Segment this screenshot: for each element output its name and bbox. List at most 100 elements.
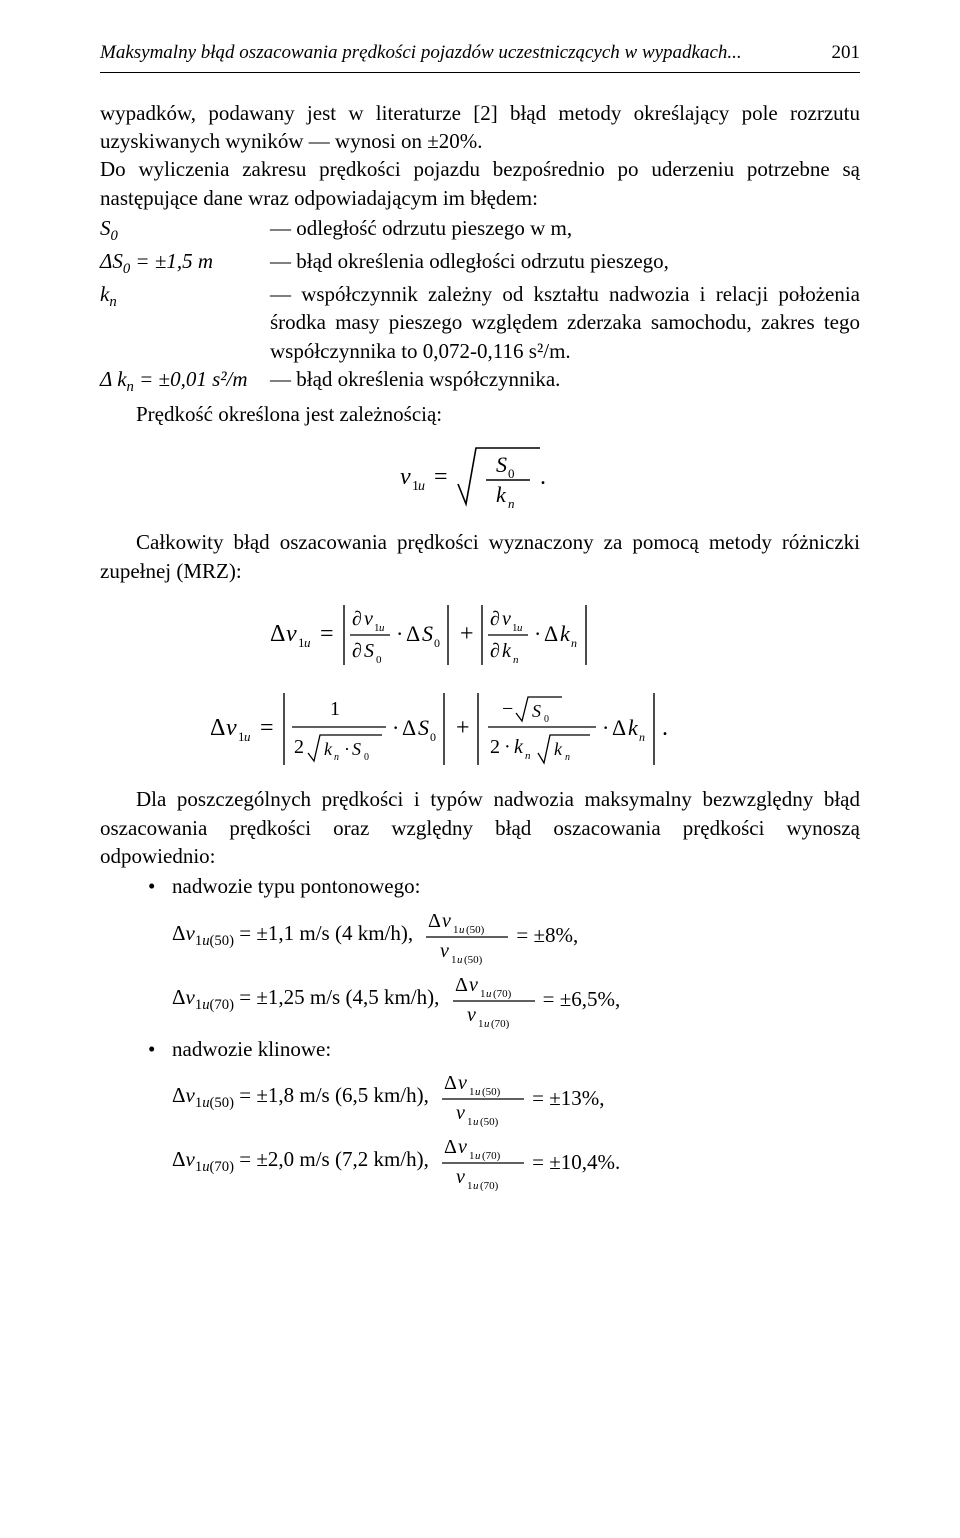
svg-text:v: v <box>456 1102 465 1124</box>
bullet-list: nadwozie typu pontonowego: <box>100 872 860 900</box>
svg-text:S: S <box>496 452 507 477</box>
svg-text:u: u <box>486 988 492 1000</box>
svg-text:v: v <box>458 1136 467 1158</box>
svg-text:u: u <box>475 1150 481 1162</box>
definition-symbol: S0 <box>100 214 270 247</box>
svg-text:1: 1 <box>451 954 457 965</box>
svg-text:n: n <box>639 730 645 744</box>
svg-text:1: 1 <box>478 1018 484 1029</box>
svg-text:u: u <box>244 729 251 744</box>
svg-text:(50): (50) <box>464 954 483 965</box>
svg-text:S: S <box>364 640 374 662</box>
svg-text:·: · <box>504 736 511 758</box>
svg-text:v: v <box>502 608 511 630</box>
result-fraction: Δ v 1 u (70) v 1 u (70) <box>445 971 543 1029</box>
svg-text:S: S <box>532 701 541 721</box>
svg-text:∂: ∂ <box>490 608 500 630</box>
svg-text:k: k <box>554 739 563 759</box>
result-lhs: Δv1u(50) = ±1,1 m/s (4 km/h), <box>172 919 418 952</box>
svg-text:2: 2 <box>294 736 304 758</box>
svg-text:1: 1 <box>469 1086 475 1098</box>
definition-row: S0— odległość odrzutu pieszego w m, <box>100 214 860 247</box>
definition-symbol: Δ kn = ±0,01 s²/m <box>100 365 270 398</box>
running-head: Maksymalny błąd oszacowania prędkości po… <box>100 40 860 66</box>
svg-text:Δ: Δ <box>210 715 225 741</box>
svg-text:v: v <box>467 1004 476 1026</box>
definition-row: Δ kn = ±0,01 s²/m— błąd określenia współ… <box>100 365 860 398</box>
svg-text:Δ: Δ <box>402 715 416 740</box>
result-lhs: Δv1u(50) = ±1,8 m/s (6,5 km/h), <box>172 1081 434 1114</box>
svg-text:Δ: Δ <box>444 1136 457 1158</box>
bullet-item: nadwozie typu pontonowego: <box>100 872 860 900</box>
svg-text:·: · <box>534 621 541 646</box>
svg-text:u: u <box>304 635 311 650</box>
svg-text:n: n <box>571 636 577 650</box>
svg-text:S: S <box>422 621 433 646</box>
svg-text:Δ: Δ <box>444 1072 457 1094</box>
svg-text:v: v <box>442 910 451 932</box>
svg-text:0: 0 <box>430 730 436 744</box>
paragraph-1: wypadków, podawany jest w literaturze [2… <box>100 99 860 156</box>
svg-text:v: v <box>226 715 237 741</box>
running-title: Maksymalny błąd oszacowania prędkości po… <box>100 40 742 66</box>
svg-text:u: u <box>475 1086 481 1098</box>
definition-row: ΔS0 = ±1,5 m— błąd określenia odległości… <box>100 247 860 280</box>
svg-text:Δ: Δ <box>428 910 441 932</box>
definition-description: — odległość odrzutu pieszego w m, <box>270 214 860 242</box>
svg-text:k: k <box>514 736 524 758</box>
svg-text:1: 1 <box>467 1180 473 1191</box>
svg-text:v: v <box>400 464 411 490</box>
svg-text:v: v <box>469 974 478 996</box>
svg-text:v: v <box>286 621 297 647</box>
paragraph-2-lead: Do wyliczenia zakresu prędkości pojazdu … <box>100 155 860 212</box>
svg-text:(70): (70) <box>493 988 512 1000</box>
svg-text:Δ: Δ <box>544 621 558 646</box>
svg-text:1: 1 <box>467 1116 473 1127</box>
svg-text:.: . <box>540 464 546 490</box>
result-fraction: Δ v 1 u (50) v 1 u (50) <box>434 1069 532 1127</box>
svg-text:1: 1 <box>480 988 486 1000</box>
definition-description: — błąd określenia odległości odrzutu pie… <box>270 247 860 275</box>
svg-text:v: v <box>364 608 373 630</box>
result-fraction: Δ v 1 u (50) v 1 u (50) <box>418 907 516 965</box>
definition-description: — współczynnik zależny od kształtu nadwo… <box>270 280 860 365</box>
svg-text:0: 0 <box>376 654 382 666</box>
svg-text:S: S <box>418 715 429 740</box>
svg-text:n: n <box>525 750 531 762</box>
svg-text:k: k <box>628 715 639 740</box>
head-rule <box>100 72 860 73</box>
svg-text:·: · <box>396 621 403 646</box>
svg-text:·: · <box>392 715 399 740</box>
svg-text:0: 0 <box>544 714 549 725</box>
svg-text:S: S <box>352 739 361 759</box>
svg-text:=: = <box>434 464 448 490</box>
definition-description: — błąd określenia współczynnika. <box>270 365 860 393</box>
svg-text:0: 0 <box>434 636 440 650</box>
page: Maksymalny błąd oszacowania prędkości po… <box>0 0 960 1538</box>
svg-text:(50): (50) <box>480 1116 499 1127</box>
result-fraction: Δ v 1 u (70) v 1 u (70) <box>434 1133 532 1191</box>
result-rhs: = ±6,5%, <box>543 985 621 1013</box>
result-rhs: = ±10,4%. <box>532 1148 620 1176</box>
svg-text:(50): (50) <box>466 924 485 936</box>
svg-text:2: 2 <box>490 736 500 758</box>
svg-text:n: n <box>334 752 339 763</box>
paragraph-4: Całkowity błąd oszacowania prędkości wyz… <box>100 528 860 585</box>
svg-text:1: 1 <box>453 924 459 936</box>
svg-text:−: − <box>502 698 513 720</box>
equation-1: v 1 u = S 0 k n . <box>100 438 860 518</box>
result-line: Δv1u(50) = ±1,1 m/s (4 km/h), Δ v 1 u (5… <box>100 907 860 965</box>
svg-text:∂: ∂ <box>352 640 362 662</box>
svg-text:(70): (70) <box>491 1018 510 1029</box>
definition-row: kn— współczynnik zależny od kształtu nad… <box>100 280 860 365</box>
svg-text:k: k <box>324 739 333 759</box>
svg-text:u: u <box>484 1018 490 1029</box>
result-lhs: Δv1u(70) = ±1,25 m/s (4,5 km/h), <box>172 983 445 1016</box>
svg-text:∂: ∂ <box>352 608 362 630</box>
result-rhs: = ±8%, <box>516 921 578 949</box>
svg-text:(70): (70) <box>480 1180 499 1191</box>
svg-text:=: = <box>260 715 274 741</box>
svg-text:·: · <box>602 715 609 740</box>
svg-text:.: . <box>662 715 668 741</box>
svg-text:0: 0 <box>508 466 515 481</box>
